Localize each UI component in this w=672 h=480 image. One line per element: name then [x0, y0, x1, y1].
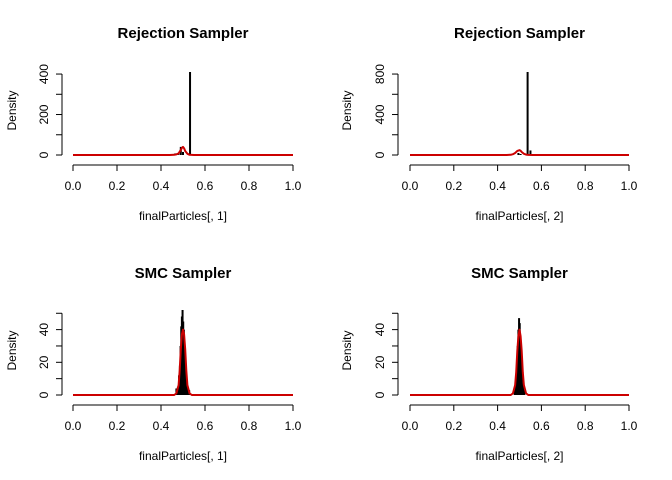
y-tick-label: 0 — [37, 391, 51, 398]
plot-panel-4: SMC Sampler 0.0 0.2 0.4 0.6 0.8 1.0 0 20 40 finalP… — [340, 265, 638, 463]
plot-panel-1: Rejection Sampler 0.0 0.2 0.4 0.6 0.8 1.0 0 200 4… — [5, 25, 302, 223]
x-tick-label: 1.0 — [285, 179, 302, 193]
y-axis-label: Density — [340, 330, 354, 370]
x-tick-label: 0.8 — [241, 419, 258, 433]
x-tick-label: 1.0 — [285, 419, 302, 433]
x-tick-label: 0.4 — [153, 179, 170, 193]
x-tick-label: 0.0 — [65, 419, 82, 433]
plot-panel-3: SMC Sampler 0.0 0.2 0.4 0.6 0.8 1.0 0 20 40 finalP… — [5, 265, 302, 463]
x-tick-label: 1.0 — [621, 179, 638, 193]
x-tick-label: 0.8 — [241, 179, 258, 193]
x-tick-label: 0.8 — [577, 419, 594, 433]
plot-panel-2: Rejection Sampler 0.0 0.2 0.4 0.6 0.8 1.0 0 400 8… — [340, 25, 638, 223]
y-tick-label: 0 — [373, 151, 387, 158]
y-tick-label: 20 — [37, 355, 51, 369]
y-tick-label: 400 — [373, 104, 387, 124]
x-tick-label: 0.6 — [533, 179, 550, 193]
density-curve — [73, 145, 293, 156]
chart-title: SMC Sampler — [135, 265, 232, 282]
x-tick-label: 1.0 — [621, 419, 638, 433]
x-tick-label: 0.2 — [109, 419, 126, 433]
density-curve — [410, 328, 629, 396]
y-tick-label: 800 — [373, 64, 387, 84]
x-tick-label: 0.4 — [489, 419, 506, 433]
y-tick-label: 40 — [37, 323, 51, 337]
density-curve — [73, 328, 293, 396]
chart-title: SMC Sampler — [471, 265, 568, 282]
x-tick-label: 0.2 — [445, 179, 462, 193]
y-tick-label: 40 — [373, 323, 387, 337]
x-tick-label: 0.6 — [197, 179, 214, 193]
x-tick-label: 0.8 — [577, 179, 594, 193]
x-tick-label: 0.4 — [489, 179, 506, 193]
y-axis-label: Density — [5, 330, 19, 370]
chart-title: Rejection Sampler — [454, 25, 585, 42]
density-curve — [410, 149, 629, 156]
y-tick-label: 0 — [37, 151, 51, 158]
y-tick-label: 400 — [37, 64, 51, 84]
x-tick-label: 0.0 — [402, 179, 419, 193]
x-axis-label: finalParticles[, 1] — [139, 449, 227, 463]
y-tick-label: 20 — [373, 355, 387, 369]
x-tick-label: 0.2 — [109, 179, 126, 193]
x-tick-label: 0.2 — [445, 419, 462, 433]
x-tick-label: 0.6 — [197, 419, 214, 433]
y-tick-label: 0 — [373, 391, 387, 398]
x-tick-label: 0.0 — [65, 179, 82, 193]
x-axis-label: finalParticles[, 2] — [475, 209, 563, 223]
chart-title: Rejection Sampler — [118, 25, 249, 42]
x-tick-label: 0.6 — [533, 419, 550, 433]
x-tick-label: 0.4 — [153, 419, 170, 433]
x-axis-label: finalParticles[, 2] — [475, 449, 563, 463]
y-tick-label: 200 — [37, 104, 51, 124]
y-axis-label: Density — [340, 90, 354, 130]
x-axis-label: finalParticles[, 1] — [139, 209, 227, 223]
y-axis-label: Density — [5, 90, 19, 130]
x-tick-label: 0.0 — [402, 419, 419, 433]
